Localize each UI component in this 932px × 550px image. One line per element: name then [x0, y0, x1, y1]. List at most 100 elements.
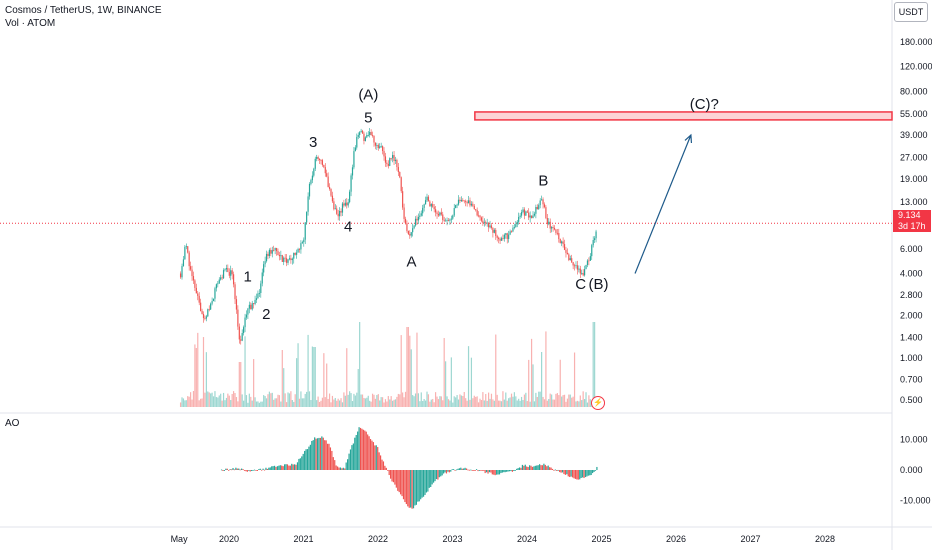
ao-bar — [275, 466, 277, 470]
ao-bar — [544, 464, 546, 470]
ao-bar — [344, 468, 346, 470]
ao-bar — [571, 470, 574, 478]
volume-bar — [576, 400, 579, 407]
volume-bar — [321, 397, 324, 407]
ao-bar — [291, 463, 293, 470]
ao-bar — [488, 470, 491, 473]
lightning-icon[interactable]: ⚡ — [591, 396, 605, 410]
candle-body — [549, 221, 551, 229]
volume-bar — [313, 347, 315, 407]
candle-body — [496, 235, 498, 238]
ao-bar — [338, 467, 340, 470]
candle-body — [576, 265, 579, 270]
ao-bar — [261, 469, 263, 471]
ao-bar — [536, 465, 538, 470]
ao-bar — [362, 429, 364, 470]
volume-bar — [490, 393, 493, 407]
ao-bar — [306, 449, 309, 470]
ao-bar — [228, 470, 230, 471]
volume-bar — [515, 396, 517, 407]
ao-bar — [537, 465, 539, 470]
candle-body — [366, 135, 368, 138]
candle-body — [482, 220, 484, 223]
arrow-head — [684, 133, 693, 144]
candle-body — [518, 217, 520, 222]
candle-body — [344, 202, 346, 206]
ao-bar — [256, 470, 258, 471]
ao-bar — [440, 470, 442, 477]
ao-bar — [577, 470, 579, 480]
currency-button[interactable]: USDT — [894, 2, 928, 22]
candle-body — [423, 204, 425, 208]
volume-bar — [393, 399, 395, 407]
volume-bar — [407, 327, 409, 407]
volume-bar — [399, 394, 401, 407]
ao-bar — [349, 449, 352, 470]
candle-body — [317, 157, 319, 159]
ao-bar — [554, 469, 556, 471]
candle-body — [285, 258, 288, 263]
ao-bar — [448, 470, 450, 473]
price-tick-label: 180.000 — [900, 37, 932, 47]
volume-bar — [529, 401, 531, 407]
projection-arrow — [634, 134, 692, 274]
ao-bar — [342, 467, 344, 470]
candle-body — [586, 260, 589, 266]
candle-body — [301, 242, 303, 244]
candle-body — [561, 241, 563, 244]
volume-bar — [545, 331, 547, 407]
ao-bar — [365, 431, 367, 470]
volume-bar — [346, 348, 348, 407]
ao-bar — [556, 470, 558, 471]
ao-bar — [574, 470, 577, 479]
ao-bar — [372, 442, 375, 470]
candle-body — [555, 229, 557, 233]
volume-bar — [565, 401, 567, 407]
candle-body — [592, 240, 594, 246]
volume-bar — [499, 400, 501, 407]
candle-body — [360, 130, 362, 133]
volume-bar — [432, 398, 434, 407]
volume-bar — [532, 364, 534, 407]
volume-bar — [420, 392, 422, 407]
ao-bar — [557, 469, 559, 471]
ao-bar — [514, 470, 516, 471]
time-tick-label: 2028 — [815, 534, 835, 544]
ao-bar — [531, 466, 534, 470]
volume-bar — [402, 392, 404, 407]
candle-body — [211, 301, 213, 304]
ao-bar — [367, 434, 369, 470]
volume-bar — [310, 399, 312, 407]
ao-bar — [453, 469, 455, 470]
candle-body — [328, 186, 331, 189]
ao-bar — [526, 466, 528, 470]
candle-body — [275, 247, 278, 252]
candle-body — [187, 246, 189, 253]
candle-body — [489, 225, 491, 228]
volume-bar — [509, 397, 511, 407]
volume-bar — [247, 402, 249, 407]
volume-bar — [566, 398, 569, 407]
volume-bar — [339, 400, 341, 407]
candle-body — [585, 265, 587, 270]
volume-bar — [536, 396, 538, 407]
volume-bar — [278, 395, 281, 407]
candle-body — [190, 266, 192, 270]
ao-bar — [281, 465, 283, 470]
candle-body — [442, 214, 444, 220]
volume-bar — [586, 402, 589, 407]
candle-body — [197, 293, 199, 296]
volume-bar — [254, 397, 256, 407]
volume-bar — [232, 391, 235, 407]
ao-bar — [549, 467, 551, 470]
ao-bar — [497, 470, 499, 475]
candle-body — [390, 158, 392, 160]
volume-bar — [508, 398, 510, 407]
candle-body — [513, 227, 515, 228]
volume-bar — [492, 399, 494, 407]
ao-bar — [246, 470, 248, 472]
candle-body — [184, 246, 186, 260]
candle-body — [397, 167, 399, 173]
price-tick-label: 2.000 — [900, 311, 923, 321]
